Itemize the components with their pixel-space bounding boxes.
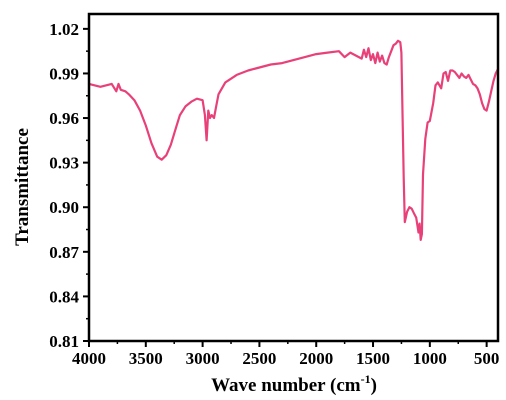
y-tick-label: 0.81	[49, 332, 79, 351]
plot-frame	[87, 12, 500, 343]
x-tick-label: 3000	[186, 349, 220, 368]
x-tick-label: 2000	[299, 349, 333, 368]
x-axis-title-main: Wave number (cm	[211, 375, 361, 396]
x-tick-label: 2500	[242, 349, 276, 368]
y-tick-label: 0.87	[49, 243, 79, 262]
y-tick-label: 0.93	[49, 154, 79, 173]
x-axis-title-suffix: )	[371, 375, 377, 396]
y-tick-label: 0.84	[49, 287, 79, 306]
x-tick-label: 1500	[356, 349, 390, 368]
y-tick-label: 0.96	[49, 109, 79, 128]
x-tick-label: 1000	[413, 349, 447, 368]
x-tick-label: 3500	[129, 349, 163, 368]
y-tick-label: 0.90	[49, 198, 79, 217]
plot-layer	[87, 12, 500, 343]
spectrum-line-0	[87, 39, 500, 241]
x-axis-title: Wave number (cm-1)	[211, 372, 377, 396]
y-axis-title: Transmittance	[12, 128, 33, 246]
y-tick-label: 1.02	[49, 20, 79, 39]
y-tick-label: 0.99	[49, 64, 79, 83]
ticks-layer	[83, 27, 488, 347]
tick-labels-layer: 4000 3500 3000 2500 2000 1500 1000 500 0.81 0.84 0…	[49, 20, 499, 368]
x-tick-label: 4000	[72, 349, 106, 368]
x-axis-title-superscript: -1	[361, 372, 371, 386]
x-tick-label: 500	[474, 349, 500, 368]
